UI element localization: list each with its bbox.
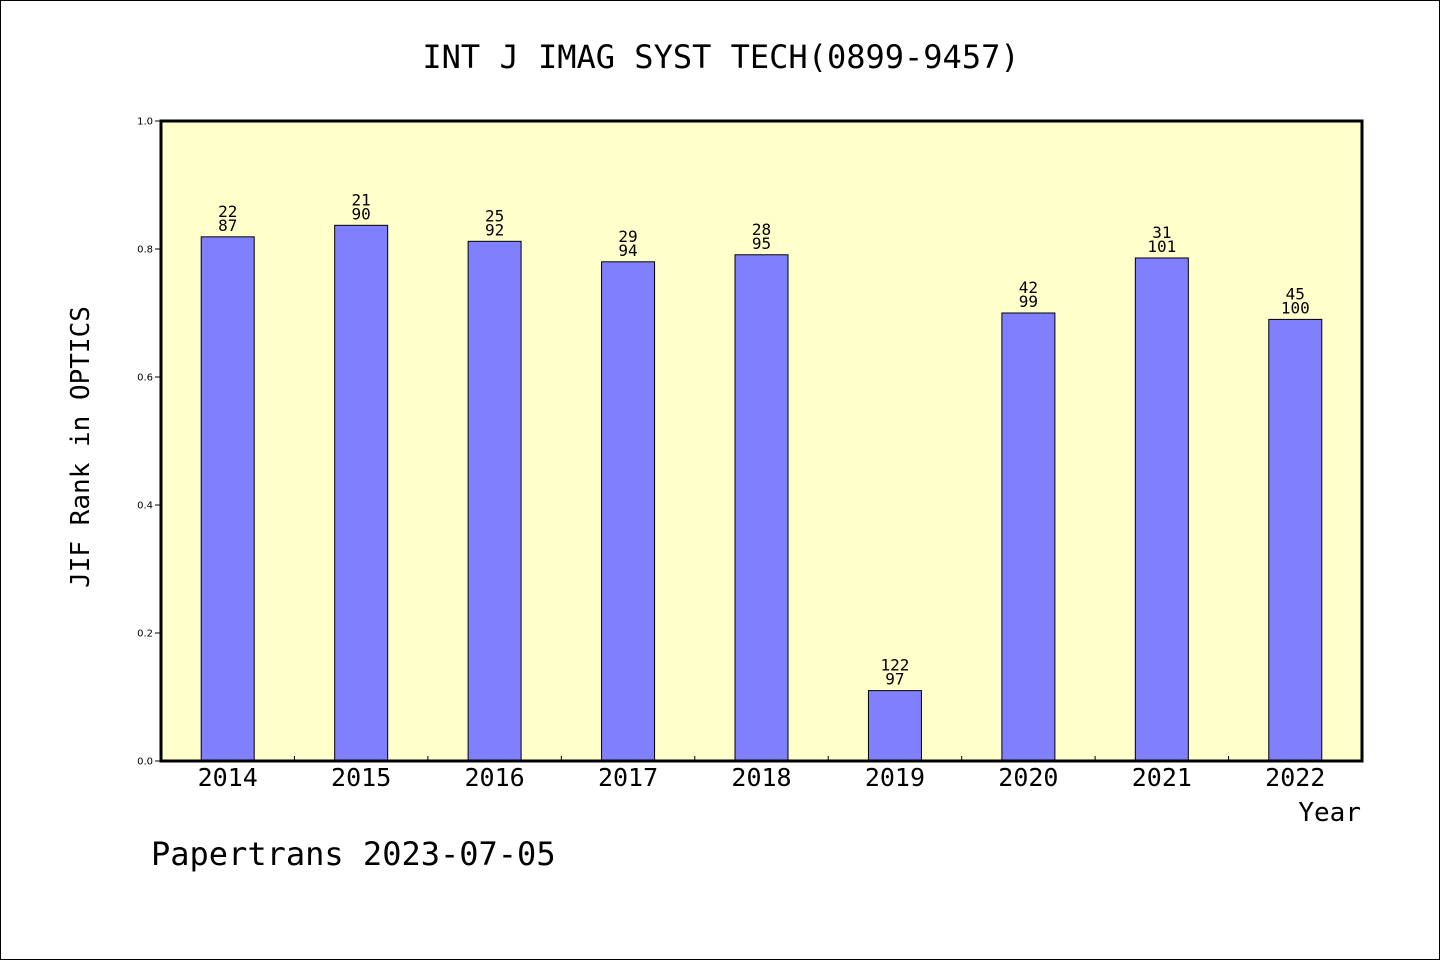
bar-2016 — [467, 240, 522, 762]
total-label-2022: 100 — [1281, 298, 1310, 317]
x-tick-label-2015: 2015 — [331, 763, 391, 792]
x-tick-label-2019: 2019 — [865, 763, 925, 792]
x-tick-label-2016: 2016 — [465, 763, 525, 792]
x-tick-label-2020: 2020 — [998, 763, 1058, 792]
x-axis-ticks: 2014 2015 2016 2017 2018 2019 2020 2021 2022 — [198, 756, 1325, 792]
x-tick-label-2017: 2017 — [598, 763, 658, 792]
footer-watermark: Papertrans 2023-07-05 — [151, 835, 556, 873]
x-tick-label-2021: 2021 — [1132, 763, 1192, 792]
total-label-2020: 99 — [1019, 292, 1038, 311]
y-tick-label: 0.6 — [137, 373, 153, 384]
bar-2018 — [734, 254, 789, 762]
chart-title: INT J IMAG SYST TECH(0899-9457) — [422, 38, 1019, 76]
rank-label-2022: 45 — [1286, 284, 1305, 303]
rank-label-2019: 122 — [880, 656, 909, 675]
rank-label-2021: 31 — [1152, 223, 1171, 242]
rank-label-2017: 29 — [618, 227, 637, 246]
bar-2014 — [200, 236, 255, 762]
bars-group — [200, 224, 1323, 762]
y-tick-label: 0.0 — [137, 757, 153, 768]
rank-label-2015: 21 — [352, 190, 371, 209]
rank-label-2016: 25 — [485, 206, 504, 225]
total-label-2014: 87 — [218, 216, 237, 235]
bar-2017 — [601, 261, 656, 762]
x-axis-label: Year — [1298, 798, 1361, 828]
total-label-2019: 97 — [885, 670, 904, 689]
x-tick-label-2022: 2022 — [1265, 763, 1325, 792]
rank-label-2014: 22 — [218, 202, 237, 221]
x-tick-label-2018: 2018 — [731, 763, 791, 792]
bar-2021 — [1134, 257, 1189, 762]
y-tick-label: 0.4 — [137, 501, 153, 512]
total-label-2017: 94 — [618, 241, 637, 260]
y-axis-ticks: 0.0 0.2 0.4 0.6 0.8 1.0 — [137, 117, 161, 768]
bar-2020 — [1001, 312, 1056, 762]
total-label-2016: 92 — [485, 220, 504, 239]
total-label-2015: 90 — [352, 204, 371, 223]
bar-2022 — [1268, 318, 1323, 762]
total-label-2021: 101 — [1147, 237, 1176, 256]
y-tick-label: 1.0 — [137, 117, 153, 128]
y-tick-label: 0.8 — [137, 245, 153, 256]
plot-border — [159, 119, 1364, 763]
bar-2019 — [867, 690, 922, 762]
bar-2015 — [334, 224, 389, 762]
y-tick-label: 0.2 — [137, 629, 153, 640]
rank-label-2020: 42 — [1019, 278, 1038, 297]
x-tick-label-2014: 2014 — [198, 763, 258, 792]
y-axis-label: JIF Rank in OPTICS — [66, 306, 96, 588]
total-label-2018: 95 — [752, 234, 771, 253]
rank-label-2018: 28 — [752, 220, 771, 239]
